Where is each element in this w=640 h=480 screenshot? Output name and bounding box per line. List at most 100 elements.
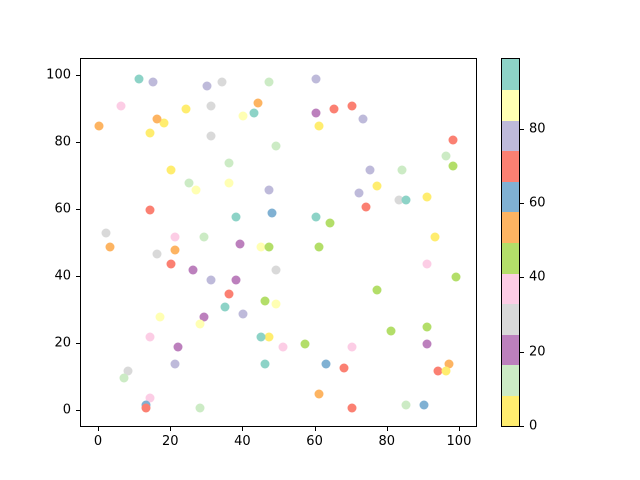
scatter-point bbox=[173, 342, 183, 352]
y-tick-label: 60 bbox=[54, 201, 71, 217]
scatter-point bbox=[199, 312, 209, 322]
colorbar-segment bbox=[502, 303, 519, 335]
scatter-point bbox=[191, 185, 201, 195]
scatter-point bbox=[195, 403, 205, 413]
x-tick-mark bbox=[386, 427, 388, 431]
scatter-point bbox=[231, 212, 241, 222]
scatter-point bbox=[361, 202, 371, 212]
scatter-point bbox=[256, 332, 266, 342]
scatter-point bbox=[119, 373, 129, 383]
scatter-point bbox=[271, 299, 281, 309]
y-tick-mark bbox=[76, 343, 80, 345]
scatter-point bbox=[260, 296, 270, 306]
scatter-point bbox=[339, 363, 349, 373]
scatter-point bbox=[300, 339, 310, 349]
scatter-point bbox=[260, 359, 270, 369]
colorbar-segment bbox=[502, 89, 519, 121]
scatter-point bbox=[224, 289, 234, 299]
colorbar-segment bbox=[502, 59, 519, 91]
colorbar-segment bbox=[502, 395, 519, 427]
scatter-point bbox=[358, 114, 367, 124]
scatter-point bbox=[311, 108, 321, 118]
colorbar-tick-label: 60 bbox=[529, 195, 546, 211]
scatter-point bbox=[264, 185, 274, 195]
scatter-point bbox=[134, 74, 144, 84]
scatter-point bbox=[448, 161, 458, 171]
scatter-point bbox=[152, 249, 162, 259]
scatter-point bbox=[170, 359, 180, 369]
x-tick-label: 20 bbox=[161, 434, 179, 449]
colorbar-tick-mark bbox=[520, 277, 524, 279]
scatter-point bbox=[422, 259, 432, 269]
scatter-point bbox=[123, 366, 133, 376]
y-tick-label: 100 bbox=[46, 67, 71, 83]
scatter-point bbox=[264, 242, 274, 252]
x-tick-mark bbox=[314, 427, 316, 431]
scatter-point bbox=[401, 195, 411, 205]
scatter-point bbox=[217, 77, 227, 87]
scatter-point bbox=[148, 77, 158, 87]
scatter-point bbox=[278, 342, 288, 352]
scatter-point bbox=[235, 239, 245, 248]
y-tick-label: 40 bbox=[54, 268, 71, 284]
scatter-point bbox=[329, 104, 339, 114]
scatter-point bbox=[116, 101, 126, 111]
colorbar-segment bbox=[502, 273, 519, 305]
colorbar-segment bbox=[502, 120, 519, 152]
scatter-point bbox=[166, 259, 176, 269]
scatter-point bbox=[184, 178, 194, 188]
colorbar-segment bbox=[502, 211, 519, 243]
scatter-point bbox=[264, 332, 274, 342]
scatter-point bbox=[249, 108, 259, 118]
scatter-point bbox=[311, 74, 321, 84]
y-tick-mark bbox=[76, 141, 80, 143]
scatter-point bbox=[314, 121, 324, 131]
x-tick-mark bbox=[170, 427, 172, 431]
scatter-point bbox=[419, 400, 429, 410]
scatter-point bbox=[145, 332, 155, 342]
scatter-point bbox=[267, 208, 277, 218]
scatter-point bbox=[347, 342, 357, 352]
scatter-point bbox=[451, 272, 461, 282]
x-tick-label: 0 bbox=[93, 434, 103, 449]
colorbar-tick-label: 80 bbox=[529, 121, 546, 137]
scatter-point bbox=[202, 81, 212, 91]
y-tick-mark bbox=[76, 74, 80, 76]
scatter-point bbox=[264, 77, 274, 87]
x-tick-mark bbox=[98, 427, 100, 431]
scatter-point bbox=[101, 228, 111, 238]
scatter-point bbox=[372, 285, 382, 295]
colorbar-tick-label: 40 bbox=[529, 269, 546, 285]
colorbar-segment bbox=[502, 334, 519, 366]
scatter-point bbox=[166, 165, 176, 175]
y-tick-mark bbox=[76, 276, 80, 278]
scatter-point bbox=[430, 232, 440, 242]
plot-area bbox=[80, 58, 477, 427]
scatter-point bbox=[238, 309, 248, 319]
scatter-point bbox=[224, 158, 234, 168]
scatter-point bbox=[206, 101, 216, 111]
scatter-point bbox=[141, 403, 151, 413]
colorbar-tick-mark bbox=[520, 351, 524, 353]
scatter-point bbox=[145, 205, 155, 215]
scatter-point bbox=[253, 98, 263, 108]
x-tick-mark bbox=[458, 427, 460, 431]
y-tick-label: 0 bbox=[62, 402, 71, 418]
scatter-point bbox=[441, 366, 451, 376]
scatter-point bbox=[170, 232, 180, 242]
y-tick-mark bbox=[76, 208, 80, 210]
scatter-point bbox=[394, 195, 404, 205]
colorbar-segment bbox=[502, 242, 519, 274]
colorbar-tick-mark bbox=[520, 128, 524, 130]
scatter-point bbox=[238, 111, 248, 121]
scatter-point bbox=[195, 319, 205, 329]
scatter-point bbox=[206, 131, 216, 141]
scatter-point bbox=[206, 275, 216, 285]
y-tick-label: 80 bbox=[54, 134, 71, 150]
scatter-point bbox=[256, 242, 266, 252]
scatter-point bbox=[444, 359, 454, 369]
scatter-point bbox=[386, 326, 396, 336]
scatter-point bbox=[365, 165, 375, 175]
scatter-point bbox=[145, 128, 155, 138]
scatter-point bbox=[401, 400, 411, 410]
